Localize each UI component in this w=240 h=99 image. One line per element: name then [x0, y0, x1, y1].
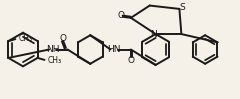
Text: O: O [118, 11, 125, 20]
Text: NH: NH [46, 45, 60, 54]
Text: HN: HN [107, 45, 121, 54]
Text: O: O [59, 34, 66, 43]
Text: CH₃: CH₃ [48, 56, 62, 65]
Text: O: O [127, 56, 134, 65]
Text: N: N [150, 30, 157, 39]
Text: S: S [180, 3, 185, 12]
Text: CH₃: CH₃ [19, 34, 33, 43]
